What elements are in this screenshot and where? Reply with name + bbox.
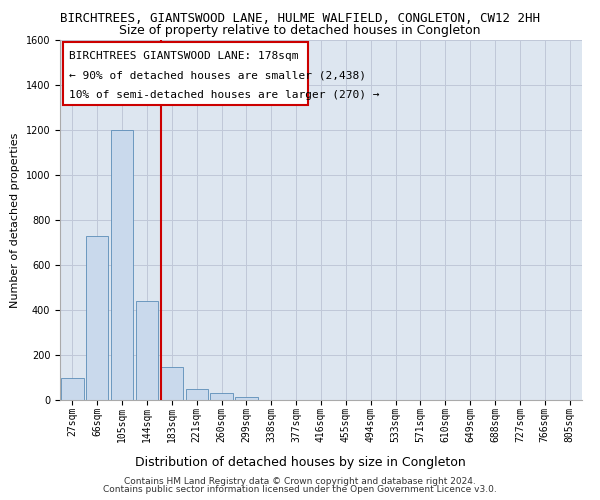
Y-axis label: Number of detached properties: Number of detached properties [10,132,20,308]
Bar [185,389,208,400]
FancyBboxPatch shape [62,42,308,105]
Bar [61,378,83,400]
Bar [161,368,183,400]
Text: Contains HM Land Registry data © Crown copyright and database right 2024.: Contains HM Land Registry data © Crown c… [124,477,476,486]
Text: ← 90% of detached houses are smaller (2,438): ← 90% of detached houses are smaller (2,… [69,70,366,81]
Bar [86,236,109,400]
Bar [111,130,133,400]
Text: Distribution of detached houses by size in Congleton: Distribution of detached houses by size … [134,456,466,469]
Text: Contains public sector information licensed under the Open Government Licence v3: Contains public sector information licen… [103,485,497,494]
Text: 10% of semi-detached houses are larger (270) →: 10% of semi-detached houses are larger (… [69,90,379,101]
Bar [235,396,257,400]
Text: BIRCHTREES, GIANTSWOOD LANE, HULME WALFIELD, CONGLETON, CW12 2HH: BIRCHTREES, GIANTSWOOD LANE, HULME WALFI… [60,12,540,26]
Bar [211,393,233,400]
Text: BIRCHTREES GIANTSWOOD LANE: 178sqm: BIRCHTREES GIANTSWOOD LANE: 178sqm [69,51,298,61]
Text: Size of property relative to detached houses in Congleton: Size of property relative to detached ho… [119,24,481,37]
Bar [136,301,158,400]
